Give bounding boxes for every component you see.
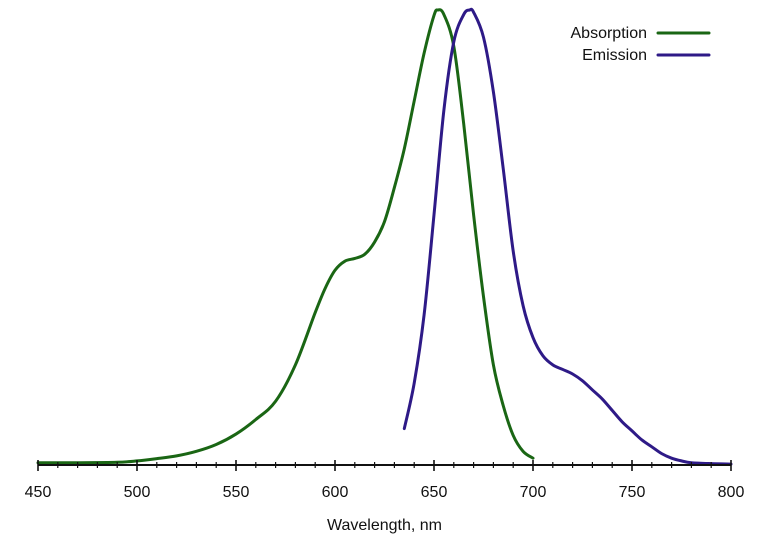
x-axis-title: Wavelength, nm [327, 517, 442, 534]
legend-label: Absorption [571, 25, 648, 42]
x-tick-label: 650 [421, 484, 448, 501]
x-tick-label: 450 [25, 484, 52, 501]
series-line-absorption [36, 8, 535, 465]
x-axis-tick-labels: 450 500 550 600 650 700 750 800 [25, 484, 745, 501]
series-line-emission [402, 7, 733, 466]
x-tick-label: 800 [718, 484, 745, 501]
x-axis-ticks [37, 460, 732, 471]
x-tick-label: 600 [322, 484, 349, 501]
legend-label: Emission [582, 47, 647, 64]
x-tick-label: 550 [223, 484, 250, 501]
x-tick-label: 700 [520, 484, 547, 501]
x-tick-label: 750 [619, 484, 646, 501]
series-layer [36, 7, 733, 466]
legend: Absorption Emission [571, 25, 711, 64]
legend-item-emission: Emission [582, 47, 711, 64]
x-tick-label: 500 [124, 484, 151, 501]
legend-item-absorption: Absorption [571, 25, 711, 42]
